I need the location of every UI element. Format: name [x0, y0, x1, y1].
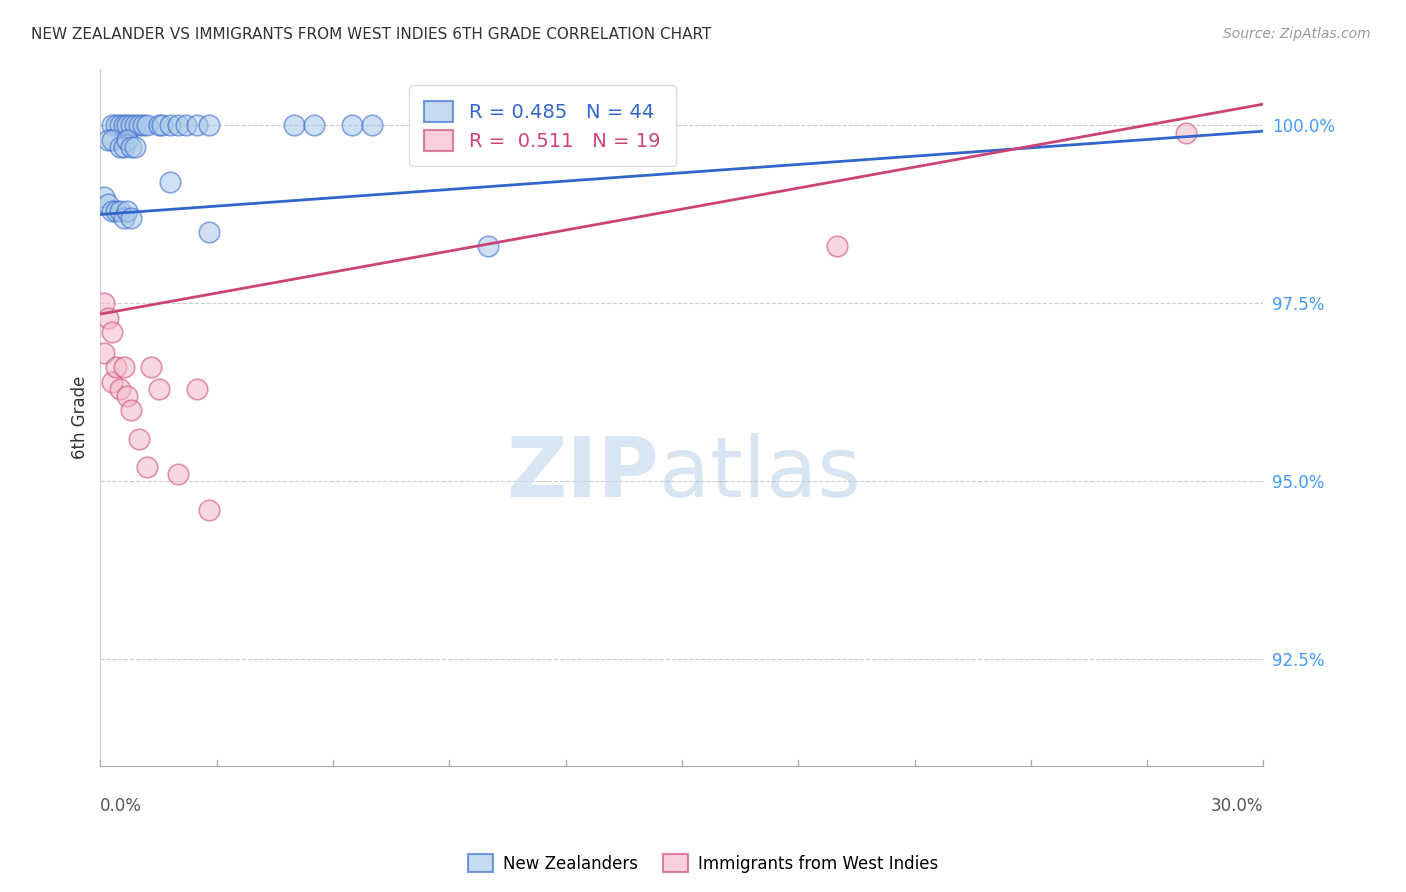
Text: atlas: atlas — [658, 433, 860, 514]
Point — [101, 203, 124, 218]
Point — [302, 119, 325, 133]
Point — [477, 239, 499, 253]
Point — [283, 119, 305, 133]
Legend: New Zealanders, Immigrants from West Indies: New Zealanders, Immigrants from West Ind… — [461, 847, 945, 880]
Point — [174, 119, 197, 133]
Text: NEW ZEALANDER VS IMMIGRANTS FROM WEST INDIES 6TH GRADE CORRELATION CHART: NEW ZEALANDER VS IMMIGRANTS FROM WEST IN… — [31, 27, 711, 42]
Y-axis label: 6th Grade: 6th Grade — [72, 376, 89, 459]
Point — [186, 382, 208, 396]
Point — [128, 119, 150, 133]
Point — [117, 133, 139, 147]
Point — [148, 382, 170, 396]
Point — [108, 140, 131, 154]
Text: 30.0%: 30.0% — [1211, 797, 1264, 814]
Point — [128, 432, 150, 446]
Point — [124, 140, 146, 154]
Point — [124, 119, 146, 133]
Point — [117, 389, 139, 403]
Point — [825, 239, 848, 253]
Point — [108, 382, 131, 396]
Point — [186, 119, 208, 133]
Point — [117, 203, 139, 218]
Point — [148, 119, 170, 133]
Point — [198, 225, 221, 239]
Point — [97, 310, 120, 325]
Point — [97, 196, 120, 211]
Legend: R = 0.485   N = 44, R =  0.511   N = 19: R = 0.485 N = 44, R = 0.511 N = 19 — [409, 86, 676, 167]
Point — [159, 175, 181, 189]
Point — [93, 296, 115, 310]
Point — [104, 360, 127, 375]
Text: 0.0%: 0.0% — [100, 797, 142, 814]
Point — [112, 140, 135, 154]
Point — [167, 467, 190, 482]
Point — [101, 325, 124, 339]
Point — [360, 119, 382, 133]
Point — [112, 360, 135, 375]
Point — [117, 119, 139, 133]
Point — [342, 119, 364, 133]
Point — [198, 119, 221, 133]
Text: ZIP: ZIP — [506, 433, 658, 514]
Point — [108, 119, 131, 133]
Point — [159, 119, 181, 133]
Point — [135, 119, 157, 133]
Point — [120, 140, 142, 154]
Point — [104, 119, 127, 133]
Point — [101, 375, 124, 389]
Point — [150, 119, 173, 133]
Point — [198, 503, 221, 517]
Point — [132, 119, 155, 133]
Point — [108, 203, 131, 218]
Point — [93, 346, 115, 360]
Point — [139, 360, 162, 375]
Point — [104, 203, 127, 218]
Point — [97, 133, 120, 147]
Point — [120, 403, 142, 417]
Point — [135, 460, 157, 475]
Text: Source: ZipAtlas.com: Source: ZipAtlas.com — [1223, 27, 1371, 41]
Point — [112, 211, 135, 225]
Point — [93, 189, 115, 203]
Point — [167, 119, 190, 133]
Point — [101, 119, 124, 133]
Point — [120, 211, 142, 225]
Point — [120, 119, 142, 133]
Point — [112, 119, 135, 133]
Point — [101, 133, 124, 147]
Point — [1174, 126, 1197, 140]
